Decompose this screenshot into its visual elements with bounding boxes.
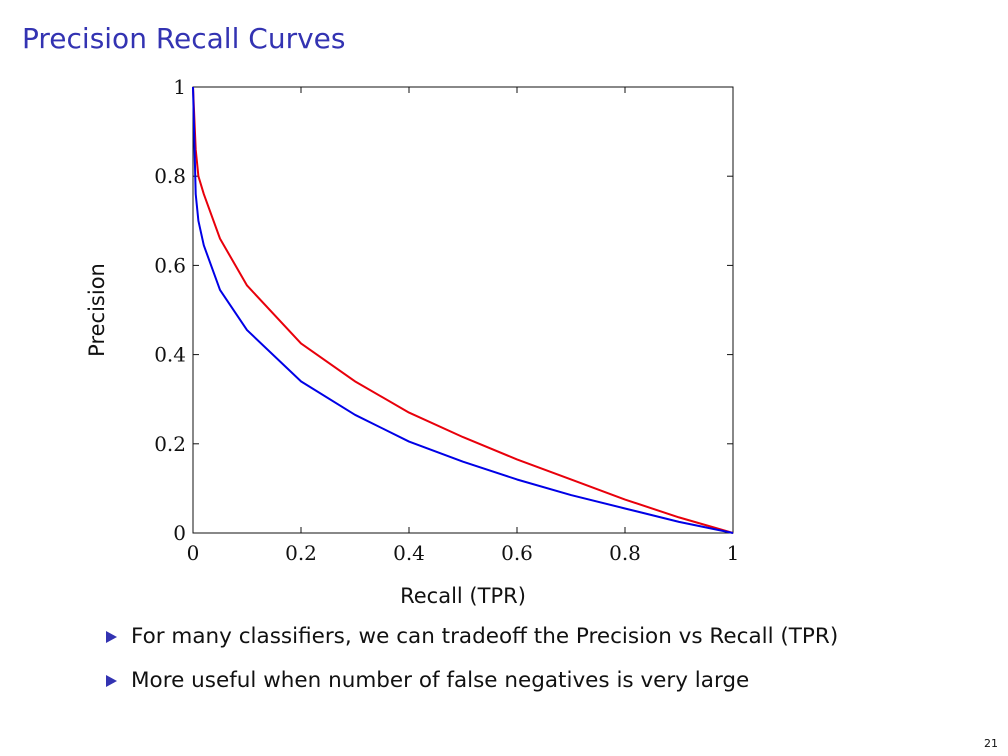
plot-frame bbox=[192, 86, 734, 534]
x-tick-label: 0.2 bbox=[285, 541, 317, 565]
x-tick-label: 0.6 bbox=[501, 541, 533, 565]
page-number: 21 bbox=[984, 737, 998, 750]
y-tick-label: 0.8 bbox=[154, 164, 186, 188]
x-axis-label: Recall (TPR) bbox=[400, 584, 526, 608]
x-tick-label: 0 bbox=[187, 541, 200, 565]
precision-recall-chart: 0 0.2 0.4 0.6 0.8 1 0 0.2 0.4 0.6 0.8 1 Recall (TPR)… bbox=[85, 75, 740, 608]
y-tick-label: 1 bbox=[173, 75, 186, 99]
triangle-bullet-icon bbox=[106, 630, 117, 643]
x-tick-label: 0.8 bbox=[609, 541, 641, 565]
y-tick-label: 0.2 bbox=[154, 432, 186, 456]
bullet-text: For many classifiers, we can tradeoff th… bbox=[131, 623, 839, 649]
y-tick-label: 0.4 bbox=[154, 343, 186, 367]
bullet-list: For many classifiers, we can tradeoff th… bbox=[106, 622, 838, 710]
x-tick-label: 0.4 bbox=[393, 541, 425, 565]
x-tick-label: 1 bbox=[727, 541, 740, 565]
bullet-item: For many classifiers, we can tradeoff th… bbox=[106, 622, 838, 650]
chart-svg: 0 0.2 0.4 0.6 0.8 1 0 0.2 0.4 0.6 0.8 1 Recall (TPR)… bbox=[85, 75, 740, 608]
triangle-bullet-icon bbox=[106, 674, 117, 687]
slide-title: Precision Recall Curves bbox=[22, 22, 346, 55]
series-line-1 bbox=[192, 86, 734, 534]
y-axis-label: Precision bbox=[85, 263, 109, 357]
series-line-0 bbox=[192, 86, 734, 534]
y-tick-label: 0.6 bbox=[154, 253, 186, 277]
bullet-item: More useful when number of false negativ… bbox=[106, 666, 838, 694]
bullet-text: More useful when number of false negativ… bbox=[131, 667, 750, 693]
y-tick-label: 0 bbox=[173, 521, 186, 545]
